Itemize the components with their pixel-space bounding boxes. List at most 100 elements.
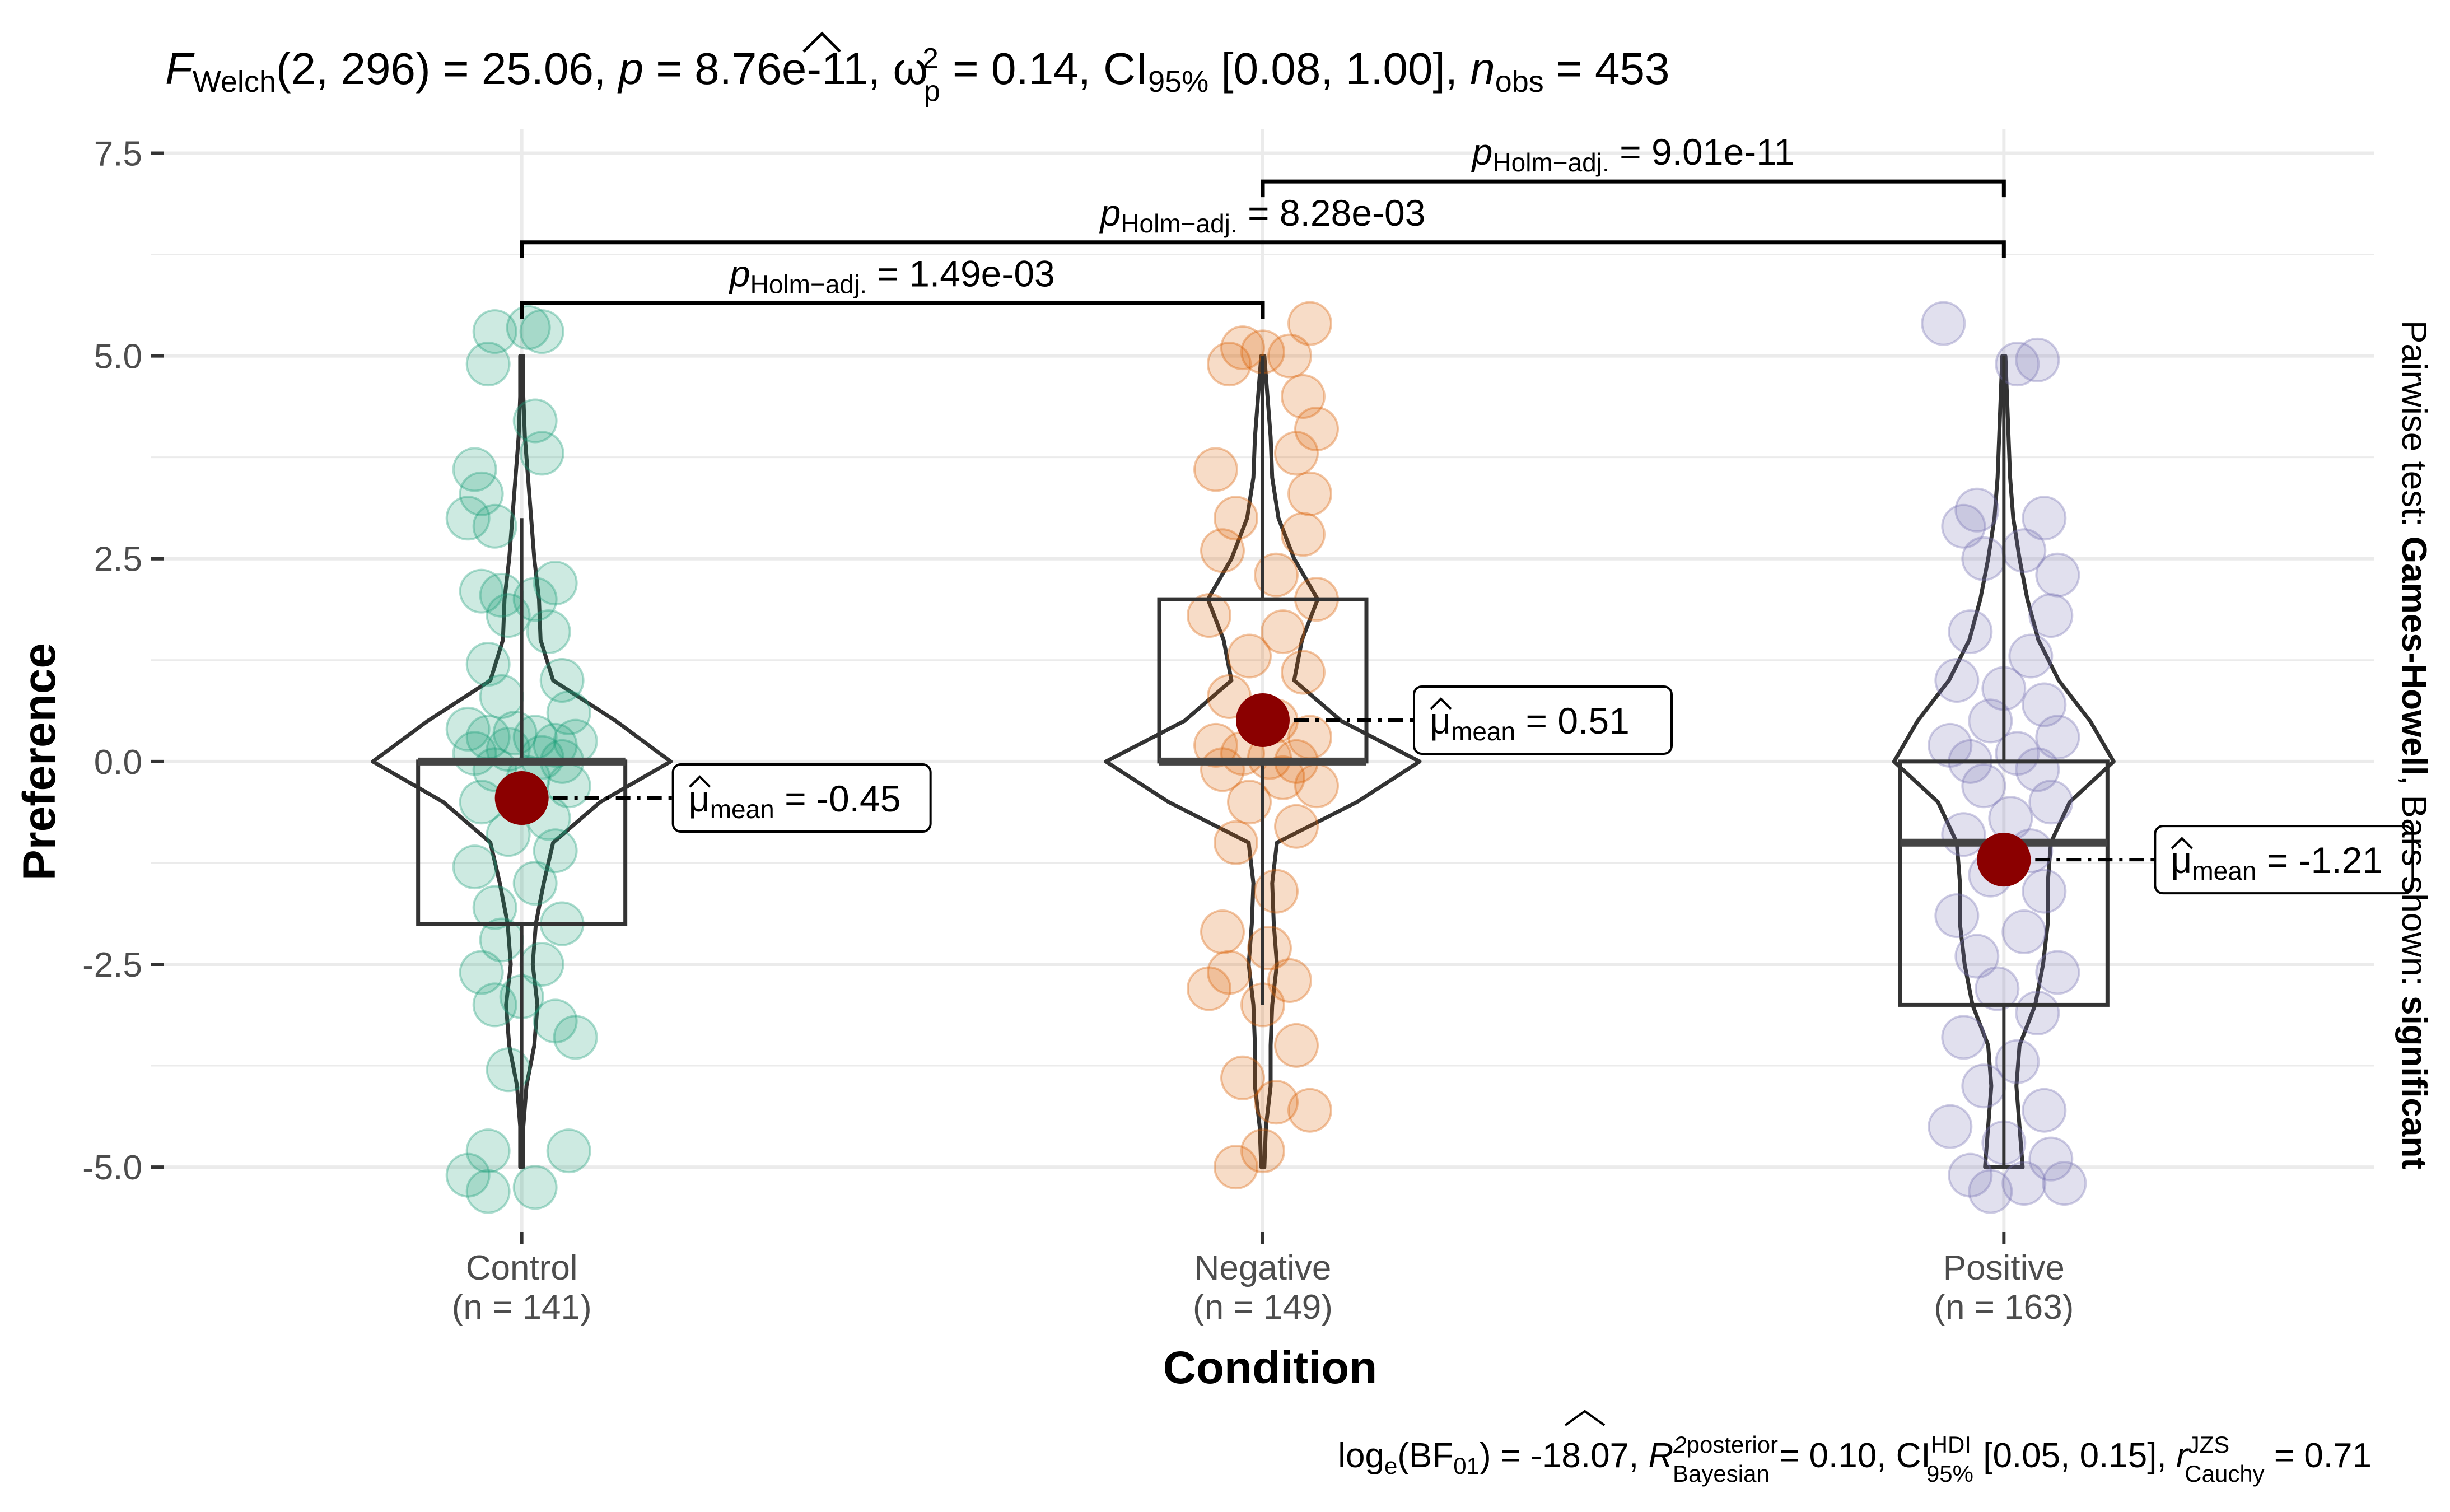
mean-label-box [2154, 825, 2414, 895]
data-point [1954, 487, 2000, 533]
data-point [1254, 552, 1299, 598]
comparison-label: pHolm−adj. = 8.28e-03 [1099, 192, 1426, 238]
p-value: = 8.28e-03 [1238, 192, 1426, 234]
data-point [1968, 698, 2013, 744]
data-point [459, 471, 504, 516]
data-point [1934, 893, 1980, 939]
mean-subscript: mean [2192, 856, 2256, 885]
data-point [533, 998, 578, 1044]
x-axis-title: Condition [1163, 1342, 1378, 1393]
data-point [472, 885, 517, 930]
p-label: p [1471, 131, 1493, 172]
data-point [1267, 958, 1312, 1003]
pairwise-test-label: Pairwise test: Games-Howell, Bars shown:… [2395, 320, 2433, 1169]
data-point [526, 609, 571, 655]
y-tick-label: 2.5 [94, 540, 142, 579]
chart-caption: loge(BF01) = -18.07, R2posterior Bayesian… [1338, 1431, 2372, 1487]
plot-panel: -5.0 -2.5 0.0 2.5 5.0 7.5 Control(n = 141) Neg… [82, 129, 2414, 1327]
data-point [1227, 780, 1272, 825]
data-point [2035, 950, 2080, 995]
data-point [1294, 763, 1339, 809]
data-point [1941, 812, 1986, 857]
y-axis: -5.0 -2.5 0.0 2.5 5.0 7.5 [82, 134, 164, 1187]
data-point [459, 568, 504, 614]
data-point [553, 1015, 598, 1060]
data-point [1214, 820, 1258, 865]
data-point [1193, 722, 1238, 768]
data-point [1214, 1145, 1258, 1190]
y-tick-label: -2.5 [82, 946, 142, 984]
data-point [445, 496, 491, 541]
data-point [1214, 496, 1258, 541]
x-tick-count: (n = 149) [1193, 1288, 1333, 1327]
p-value: = 9.01e-11 [1609, 131, 1795, 172]
data-point [1227, 633, 1272, 679]
data-point [1207, 342, 1252, 387]
y-axis-title: Preference [14, 643, 65, 880]
mean-hat-icon [1430, 697, 1452, 710]
data-point [512, 1165, 558, 1210]
data-point [1961, 1063, 2006, 1109]
data-point [445, 706, 491, 752]
x-tick-label: Negative [1194, 1249, 1332, 1287]
r2-hat-icon [1564, 1410, 1606, 1426]
x-tick-label: Positive [1943, 1249, 2065, 1287]
data-point [1995, 731, 2040, 776]
data-point [465, 1169, 511, 1214]
data-point [2008, 633, 2054, 679]
data-point [465, 1128, 511, 1174]
data-point [472, 982, 517, 1028]
omega-symbol: ω [893, 44, 927, 94]
data-point [1287, 471, 1332, 516]
data-point [2015, 747, 2060, 792]
data-point [1274, 431, 1319, 476]
mean-label: μmean = -1.21 [2171, 839, 2383, 885]
data-point [1187, 966, 1231, 1011]
data-point [539, 658, 585, 703]
data-point [2001, 909, 2047, 955]
data-point [1287, 1088, 1332, 1133]
y-tick-label: 7.5 [94, 134, 142, 173]
data-point [452, 447, 497, 492]
data-point [1941, 1015, 1986, 1060]
p-subscript: Holm−adj. [750, 269, 867, 298]
p-subscript: Holm−adj. [1121, 209, 1237, 238]
points [445, 301, 2087, 1214]
data-point [2015, 337, 2060, 382]
data-point [1281, 512, 1326, 557]
data-point [1220, 325, 1265, 371]
data-point [533, 828, 578, 874]
mean-value: = 0.51 [1515, 700, 1630, 741]
data-point [2028, 1136, 2074, 1182]
data-point [2028, 593, 2074, 638]
mean-point [1236, 693, 1290, 747]
data-point [1961, 763, 2006, 809]
data-point [519, 309, 564, 354]
data-point [1267, 333, 1312, 379]
data-point [2028, 780, 2074, 825]
data-point [2022, 1088, 2067, 1133]
x-tick-label: Control [466, 1249, 578, 1287]
data-point [1254, 869, 1299, 914]
data-point [1274, 1023, 1319, 1068]
data-point [1254, 1080, 1299, 1125]
data-point [1261, 609, 1305, 655]
data-point [2001, 1161, 2047, 1206]
data-point [512, 398, 558, 444]
data-point [1921, 301, 1966, 346]
mean-point [1977, 833, 2031, 887]
p-label: p [729, 253, 750, 294]
p-value: = 1.49e-03 [867, 253, 1055, 294]
data-point [2042, 1161, 2087, 1206]
data-point [1187, 593, 1231, 638]
data-point [452, 844, 497, 890]
box-positive [1898, 759, 2110, 1007]
data-point [465, 642, 511, 687]
comparison-label: pHolm−adj. = 1.49e-03 [729, 253, 1055, 298]
data-point [2022, 869, 2067, 914]
mean-subscript: mean [710, 795, 774, 824]
comparison-bracket [1261, 179, 2006, 198]
data-point [512, 861, 558, 906]
